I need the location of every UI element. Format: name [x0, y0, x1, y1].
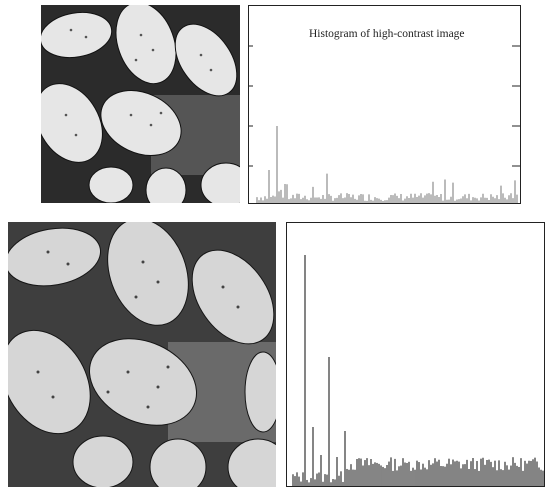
histogram-bars [292, 255, 544, 486]
pollen-image-high-contrast [41, 5, 240, 203]
pollen-image-icon [8, 222, 276, 487]
histogram-equalized [286, 222, 545, 487]
histogram-bars [249, 45, 520, 203]
pollen-image-icon [41, 5, 240, 203]
histogram-high-contrast: Histogram of high-contrast image [248, 5, 521, 204]
histogram-title: Histogram of high-contrast image [309, 28, 465, 40]
pollen-image-equalized [8, 222, 276, 487]
